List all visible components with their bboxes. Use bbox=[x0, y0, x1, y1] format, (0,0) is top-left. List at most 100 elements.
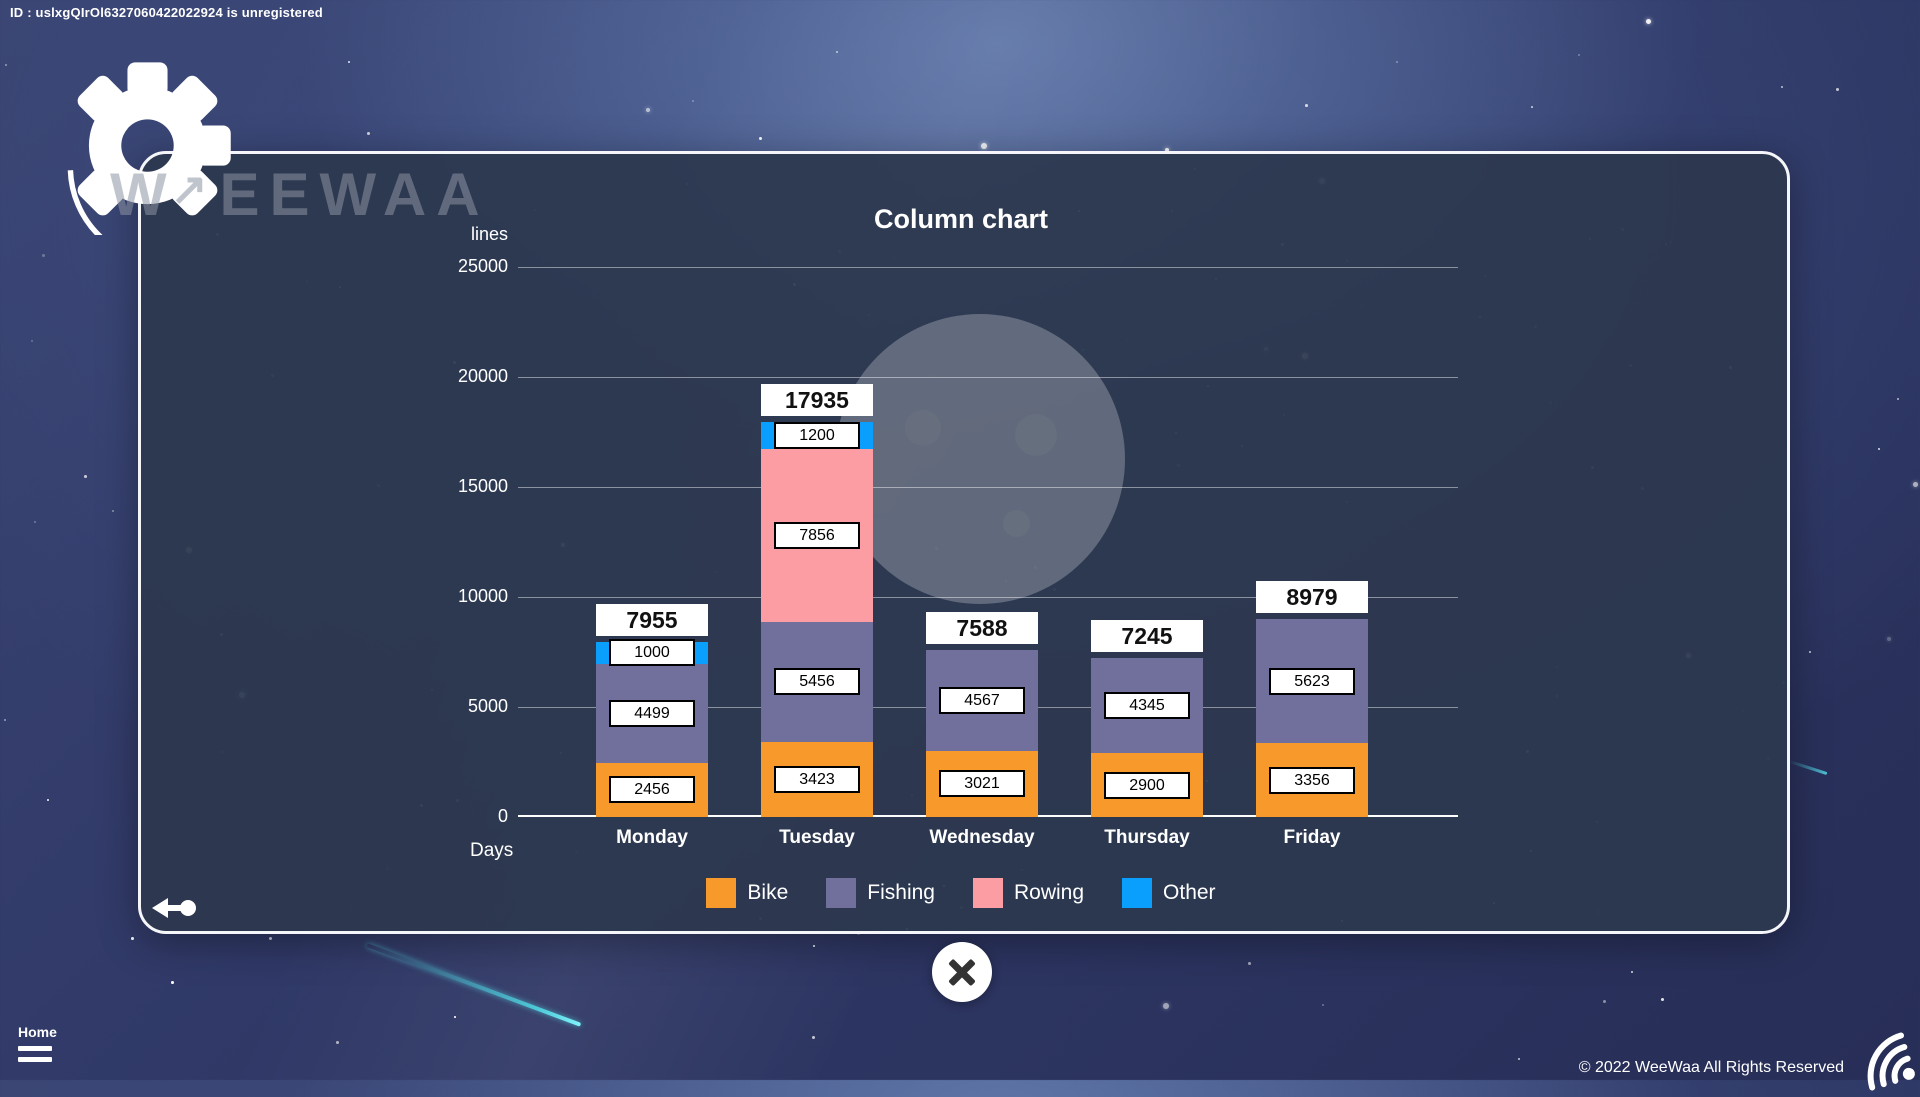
star bbox=[1631, 971, 1634, 974]
star bbox=[1396, 61, 1398, 63]
gridline bbox=[518, 486, 1458, 488]
bar-total: 7955 bbox=[596, 603, 708, 636]
star bbox=[1518, 1058, 1521, 1061]
star bbox=[336, 1041, 339, 1044]
star bbox=[1897, 398, 1900, 401]
gridline bbox=[518, 376, 1458, 378]
star bbox=[348, 61, 350, 63]
star bbox=[1661, 998, 1665, 1002]
star bbox=[1305, 104, 1308, 107]
segment-value: 2900 bbox=[1104, 771, 1190, 799]
x-category-label: Friday bbox=[1283, 827, 1341, 848]
star bbox=[1322, 1004, 1324, 1006]
y-tick-label: 5000 bbox=[467, 696, 508, 716]
star bbox=[1531, 106, 1533, 108]
star bbox=[759, 137, 763, 141]
segment-value: 2456 bbox=[609, 776, 695, 804]
gridline bbox=[518, 596, 1458, 598]
legend-item: Bike bbox=[706, 878, 788, 908]
segment-value: 4567 bbox=[939, 686, 1025, 714]
star bbox=[692, 100, 695, 103]
segment-value: 4499 bbox=[609, 699, 695, 727]
star bbox=[84, 475, 87, 478]
segment-value: 1200 bbox=[774, 422, 860, 450]
chart-title: Column chart bbox=[873, 204, 1048, 234]
star bbox=[1878, 448, 1881, 451]
gridline bbox=[518, 266, 1458, 268]
y-axis-label: lines bbox=[470, 224, 508, 244]
star bbox=[31, 340, 34, 343]
star bbox=[5, 64, 7, 66]
y-tick-label: 0 bbox=[497, 806, 508, 826]
star bbox=[1836, 88, 1839, 91]
bar-total: 7245 bbox=[1091, 619, 1203, 652]
star bbox=[131, 937, 134, 940]
segment-value: 7856 bbox=[774, 521, 860, 549]
chart-legend: Bike Fishing Rowing Other bbox=[138, 878, 1784, 908]
legend-item: Other bbox=[1122, 878, 1216, 908]
star bbox=[269, 937, 273, 941]
star bbox=[812, 1036, 816, 1040]
back-arrow-icon bbox=[152, 898, 196, 918]
moon-crater bbox=[905, 410, 941, 446]
star bbox=[47, 799, 49, 801]
legend-label: Bike bbox=[747, 881, 789, 904]
star bbox=[367, 132, 370, 135]
segment-value: 5456 bbox=[774, 668, 860, 696]
star bbox=[1887, 637, 1892, 642]
star bbox=[171, 981, 174, 984]
star bbox=[1913, 482, 1918, 487]
star bbox=[42, 254, 45, 257]
segment-value: 4345 bbox=[1104, 691, 1190, 719]
back-button[interactable] bbox=[150, 892, 200, 924]
x-category-label: Wednesday bbox=[929, 827, 1035, 848]
legend-item: Fishing bbox=[826, 878, 935, 908]
bar-total: 7588 bbox=[926, 612, 1038, 645]
legend-swatch bbox=[972, 878, 1003, 908]
star bbox=[1248, 962, 1251, 965]
x-category-label: Tuesday bbox=[779, 827, 855, 848]
star bbox=[112, 510, 114, 512]
star bbox=[1646, 19, 1652, 25]
star bbox=[1809, 651, 1812, 654]
star bbox=[813, 945, 815, 947]
home-button[interactable]: Home bbox=[18, 1024, 57, 1062]
segment-value: 1000 bbox=[609, 639, 695, 667]
legend-swatch bbox=[706, 878, 737, 908]
y-tick-label: 20000 bbox=[457, 366, 508, 386]
moon-crater bbox=[1015, 414, 1057, 456]
segment-value: 5623 bbox=[1269, 667, 1355, 695]
legend-swatch bbox=[1122, 878, 1153, 908]
x-category-label: Thursday bbox=[1104, 827, 1190, 848]
moon-decoration bbox=[835, 314, 1125, 604]
segment-value: 3423 bbox=[774, 765, 860, 793]
bar-total: 17935 bbox=[761, 384, 873, 417]
legend-label: Fishing bbox=[867, 881, 935, 904]
star bbox=[1578, 54, 1581, 57]
x-axis-label: Days bbox=[470, 840, 514, 861]
legend-label: Other bbox=[1163, 881, 1216, 904]
star bbox=[4, 719, 7, 722]
y-tick-label: 10000 bbox=[457, 586, 508, 606]
star bbox=[1165, 148, 1170, 153]
star bbox=[981, 143, 987, 149]
legend-swatch bbox=[826, 878, 857, 908]
legend-item: Rowing bbox=[972, 878, 1085, 908]
hamburger-icon bbox=[18, 1046, 57, 1062]
bar-total: 8979 bbox=[1256, 581, 1368, 614]
close-button[interactable] bbox=[932, 942, 992, 1002]
star bbox=[34, 521, 37, 524]
home-label: Home bbox=[18, 1024, 57, 1040]
y-tick-label: 25000 bbox=[457, 256, 508, 276]
star bbox=[454, 1016, 456, 1018]
legend-label: Rowing bbox=[1013, 881, 1085, 904]
star bbox=[646, 108, 651, 113]
x-category-label: Monday bbox=[616, 827, 688, 848]
star bbox=[1163, 1003, 1170, 1010]
star bbox=[836, 51, 838, 53]
registration-banner: ID : uslxgQIrOl6327060422022924 is unreg… bbox=[10, 5, 323, 20]
segment-value: 3021 bbox=[939, 770, 1025, 798]
copyright-text: © 2022 WeeWaa All Rights Reserved bbox=[1578, 1059, 1844, 1076]
